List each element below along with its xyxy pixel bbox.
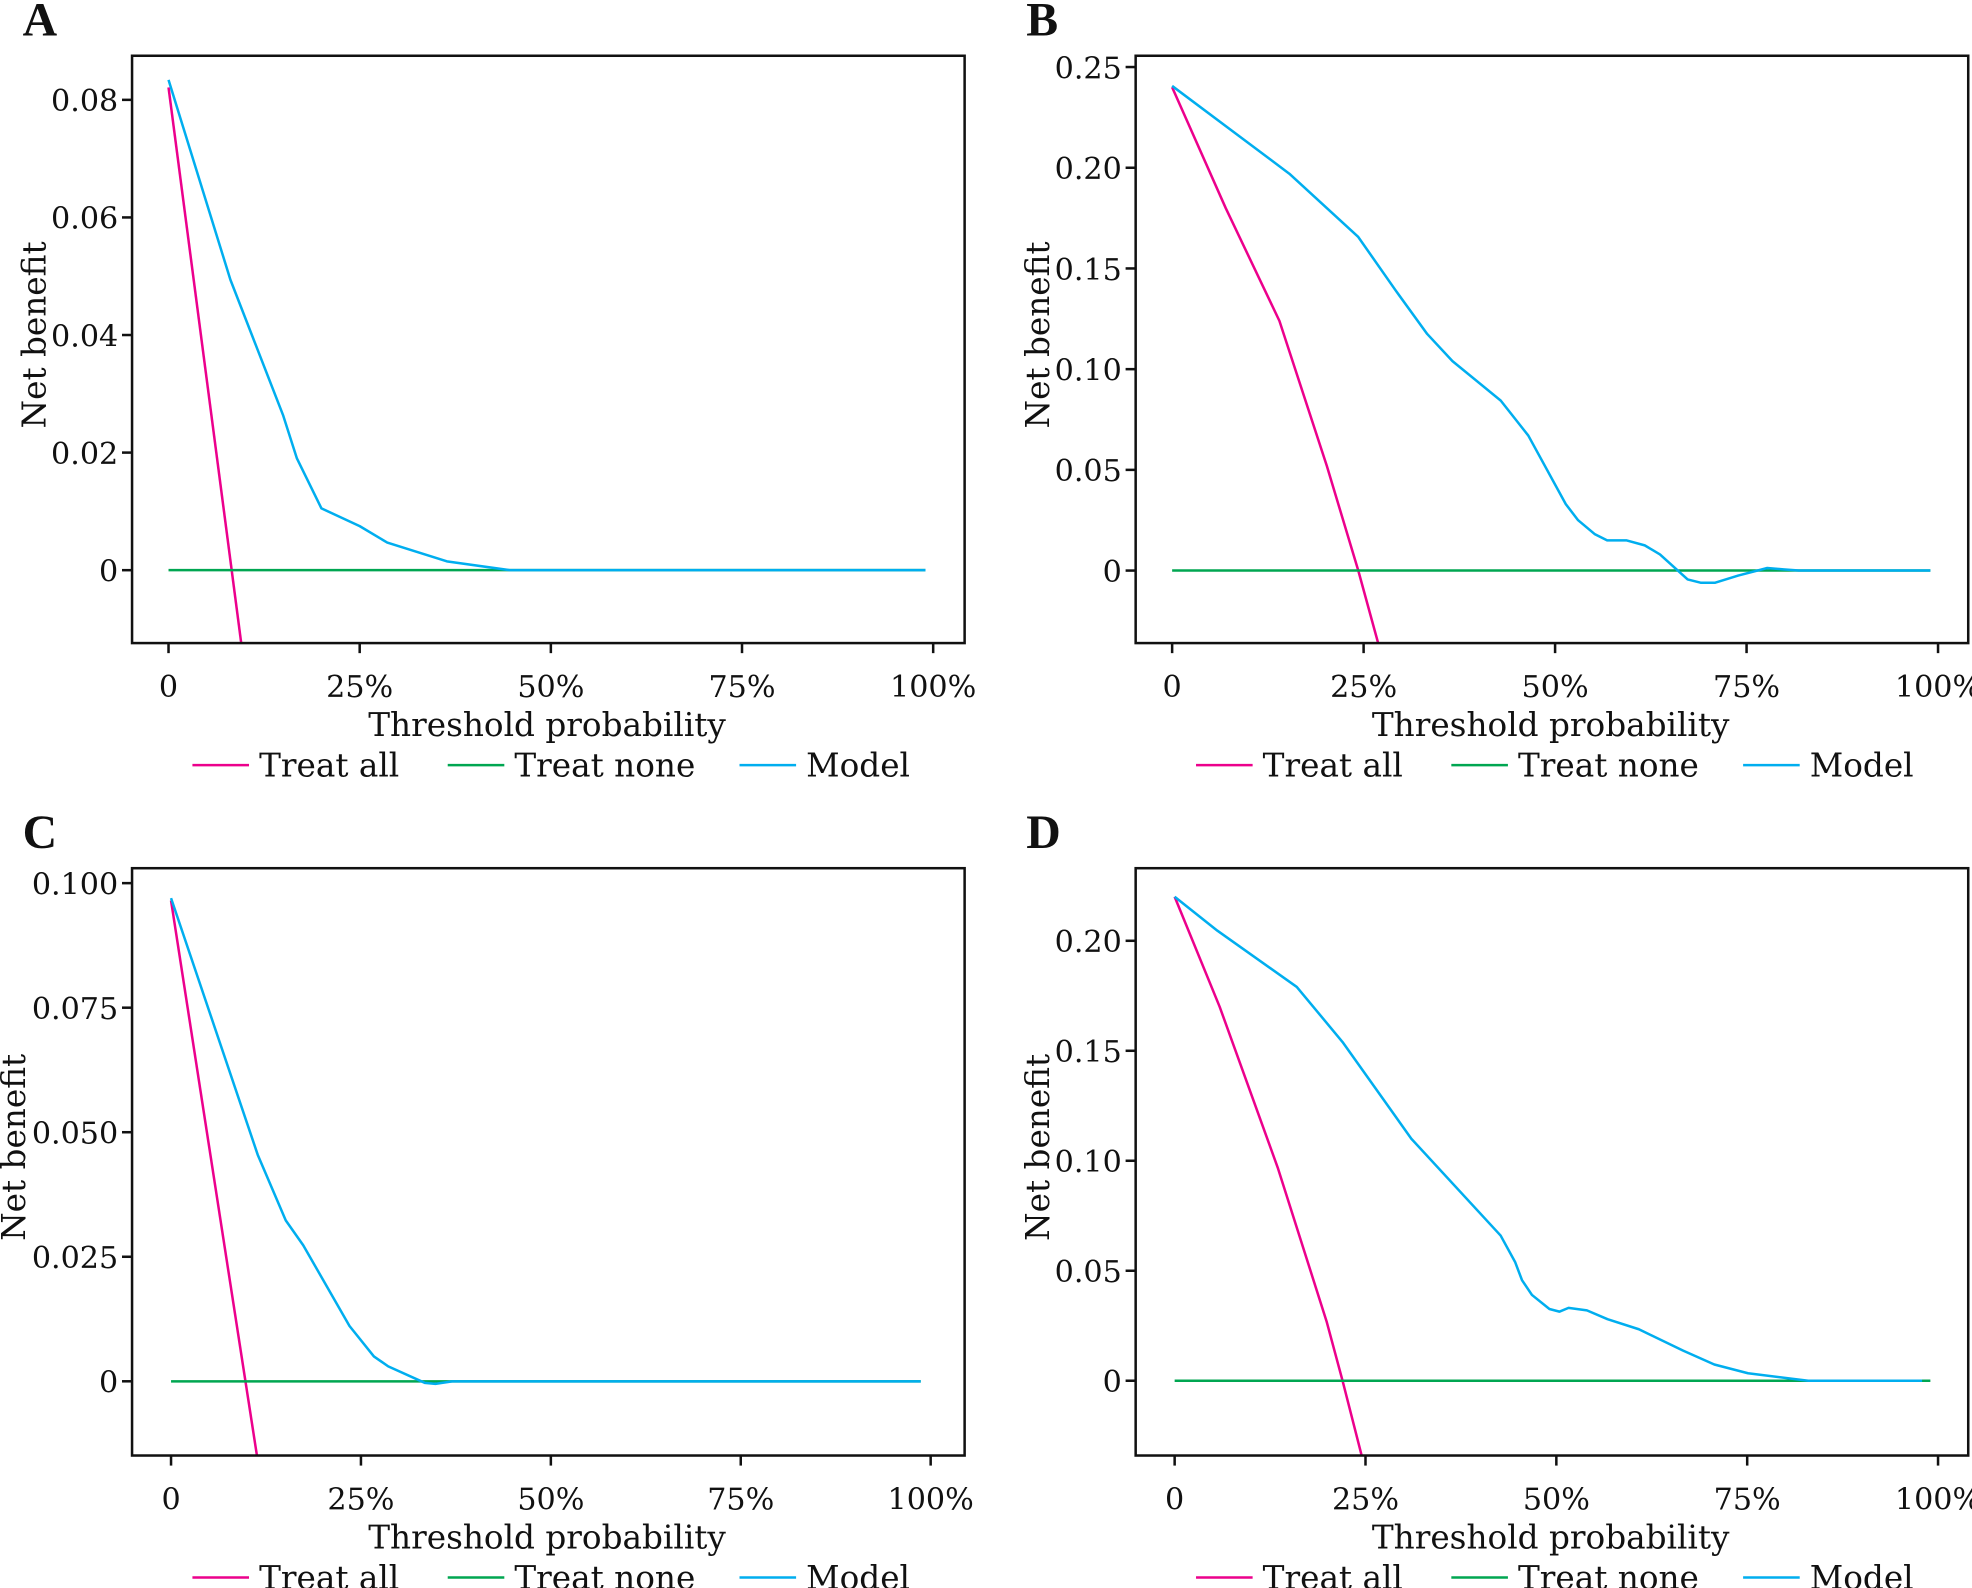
- x-tick-label: 25%: [1330, 670, 1397, 705]
- x-tick-label: 75%: [708, 670, 775, 705]
- x-tick-label: 75%: [707, 1483, 774, 1518]
- panel-a: A 0 25% 50% 75% 100% 0 0.02 0.04 0.06 0.08 Threshol…: [15, 0, 976, 784]
- y-tick-label: 0: [1103, 555, 1122, 590]
- plot-frame: [130, 54, 966, 645]
- panel-d: D 0 25% 50% 75% 100% 0 0.05 0.10 0.15 0.20 Threshol…: [1019, 806, 1972, 1588]
- panel-b: B 0 25% 50% 75% 100% 0 0.05 0.10 0.15 0.20 0.25 Thre…: [1019, 0, 1972, 784]
- panel-letter: B: [1026, 0, 1058, 47]
- x-tick-label: 100%: [888, 1483, 974, 1518]
- y-tick-label: 0.15: [1055, 1035, 1122, 1070]
- y-tick-label: 0.02: [51, 437, 118, 472]
- series-line-treat-all: [169, 900, 259, 1456]
- panel-letter: C: [23, 806, 58, 859]
- y-tick-label: 0.025: [32, 1241, 118, 1276]
- y-tick-label: 0: [99, 554, 118, 589]
- series-line-model: [1171, 84, 1931, 584]
- x-tick-label: 50%: [1523, 1483, 1590, 1518]
- legend-label: Treat all: [259, 1559, 399, 1588]
- x-tick-label: 75%: [1714, 1483, 1781, 1518]
- y-tick-label: 0.10: [1055, 1145, 1122, 1180]
- legend: Treat all Treat none Model: [192, 1559, 910, 1588]
- legend-label: Treat none: [1518, 746, 1699, 784]
- y-tick-label: 0.075: [32, 992, 118, 1027]
- y-tick-label: 0: [99, 1366, 118, 1401]
- y-axis-label: Net benefit: [15, 241, 53, 428]
- x-tick-label: 75%: [1713, 670, 1780, 705]
- legend-label: Model: [1810, 1559, 1914, 1588]
- legend-label: Treat none: [1518, 1559, 1699, 1588]
- legend-label: Treat all: [259, 746, 399, 784]
- series-line-treat-all: [1173, 896, 1363, 1456]
- x-tick-label: 50%: [517, 670, 584, 705]
- y-tick-label: 0.08: [51, 84, 118, 119]
- y-tick-label: 0.15: [1055, 253, 1122, 288]
- legend-label: Model: [1810, 746, 1914, 784]
- legend-label: Model: [806, 1559, 910, 1588]
- legend-label: Treat all: [1263, 1559, 1403, 1588]
- series-line-model: [169, 897, 921, 1386]
- x-tick-label: 0: [1163, 670, 1182, 705]
- plot-frame: [1134, 866, 1970, 1457]
- y-tick-label: 0.20: [1055, 925, 1122, 960]
- legend: Treat all Treat none Model: [192, 746, 910, 784]
- y-tick-label: 0.06: [51, 202, 118, 237]
- y-tick-label: 0.20: [1055, 152, 1122, 187]
- legend-label: Treat all: [1263, 746, 1403, 784]
- legend-label: Treat none: [514, 746, 695, 784]
- panel-c: C 0 25% 50% 75% 100% 0 0.025 0.050 0.075 0.100 Thre…: [0, 806, 974, 1588]
- legend: Treat all Treat none Model: [1196, 1559, 1914, 1588]
- y-tick-label: 0.10: [1055, 353, 1122, 388]
- y-tick-label: 0.05: [1055, 454, 1122, 489]
- y-tick-label: 0: [1103, 1365, 1122, 1400]
- x-axis-label: Threshold probability: [1372, 1519, 1730, 1557]
- x-tick-label: 100%: [890, 670, 976, 705]
- x-tick-label: 100%: [1895, 1483, 1972, 1518]
- x-axis-label: Threshold probability: [368, 1519, 726, 1557]
- panel-letter: A: [23, 0, 58, 47]
- y-axis-label: Net benefit: [1019, 241, 1057, 428]
- x-axis-label: Threshold probability: [1372, 706, 1730, 744]
- x-tick-label: 0: [1165, 1483, 1184, 1518]
- x-tick-label: 25%: [326, 670, 393, 705]
- x-tick-label: 0: [161, 1483, 180, 1518]
- y-axis-label: Net benefit: [0, 1054, 33, 1241]
- legend-label: Model: [806, 746, 910, 784]
- x-tick-label: 25%: [327, 1483, 394, 1518]
- x-tick-label: 25%: [1332, 1483, 1399, 1518]
- x-tick-label: 50%: [1522, 670, 1589, 705]
- series-line-model: [167, 79, 926, 572]
- legend-label: Treat none: [514, 1559, 695, 1588]
- y-tick-label: 0.05: [1055, 1255, 1122, 1290]
- series-line-model: [1173, 895, 1923, 1382]
- y-tick-label: 0.050: [32, 1117, 118, 1152]
- x-tick-label: 50%: [517, 1483, 584, 1518]
- plot-frame: [130, 866, 966, 1457]
- x-tick-label: 0: [159, 670, 178, 705]
- legend: Treat all Treat none Model: [1196, 746, 1914, 784]
- x-axis-label: Threshold probability: [368, 706, 726, 744]
- panel-letter: D: [1026, 806, 1061, 859]
- y-tick-label: 0.100: [32, 867, 118, 902]
- x-tick-label: 100%: [1895, 670, 1972, 705]
- series-line-treat-all: [167, 87, 243, 644]
- series-line-treat-all: [1170, 86, 1380, 644]
- plot-frame: [1134, 54, 1970, 645]
- y-tick-label: 0.04: [51, 319, 118, 354]
- y-tick-label: 0.25: [1055, 51, 1122, 86]
- y-axis-label: Net benefit: [1019, 1054, 1057, 1241]
